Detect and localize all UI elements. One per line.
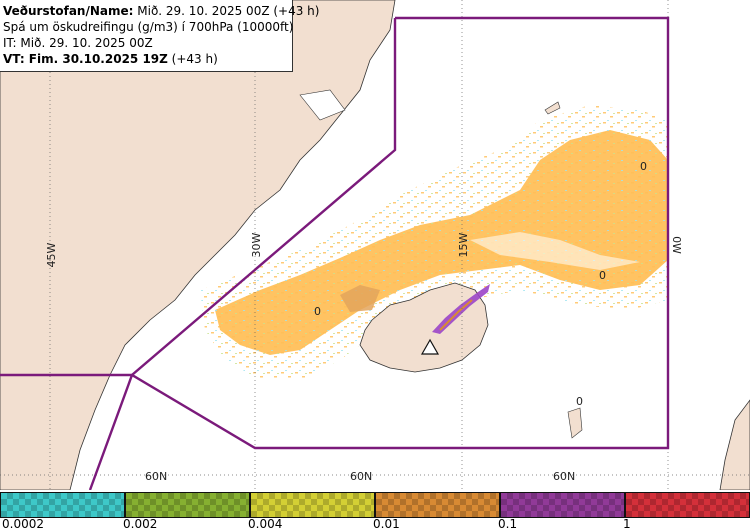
legend-swatch — [250, 492, 375, 518]
plume-gap — [470, 232, 640, 270]
meridian-label: 30W — [250, 232, 263, 257]
ash-plume-brown-core — [439, 299, 473, 331]
legend-tick-label: 1 — [623, 517, 631, 531]
greenland-landmass — [0, 0, 396, 490]
fir-boundary — [0, 16, 670, 490]
legend-swatch — [625, 492, 750, 518]
iceland-landmass — [359, 282, 489, 373]
meridian-label: 45W — [45, 242, 58, 267]
parallel-label: 60N — [145, 470, 167, 483]
contour-label: 0 — [576, 395, 583, 408]
info-line-initial-time: IT: Mið. 29. 10. 2025 00Z — [3, 36, 153, 50]
legend-tick-label: 0.1 — [498, 517, 518, 531]
info-line-valid-time: VT: Fim. 30.10.2025 19Z (+43 h) — [3, 52, 218, 66]
legend-bar — [0, 492, 750, 518]
contour-label: 0 — [314, 305, 321, 318]
contour-label: 0 — [599, 269, 606, 282]
greenland-fjord — [299, 89, 346, 121]
map-canvas: 45W 30W 15W 0W 60N 60N 60N 0 0 0 0 — [0, 0, 750, 490]
parallel-label: 60N — [350, 470, 372, 483]
volcano-icon — [420, 338, 440, 355]
legend-swatch — [125, 492, 250, 518]
jan-mayen-island — [544, 101, 561, 115]
norway-landmass — [719, 399, 750, 490]
faroe-islands — [567, 407, 583, 439]
westfjords-ash — [340, 285, 380, 312]
legend-swatch — [0, 492, 125, 518]
concentration-legend: 0.0002 0.002 0.004 0.01 0.1 1 — [0, 490, 750, 532]
meridian-label: 0W — [670, 236, 683, 254]
legend-tick-label: 0.002 — [123, 517, 158, 531]
contour-label: 0 — [640, 160, 647, 173]
legend-swatch — [500, 492, 625, 518]
info-line-office: Veðurstofan/Name: Mið. 29. 10. 2025 00Z … — [3, 4, 320, 18]
legend-tick-label: 0.01 — [373, 517, 400, 531]
forecast-info-box: Veðurstofan/Name: Mið. 29. 10. 2025 00Z … — [0, 0, 320, 72]
info-line-product: Spá um öskudreifingu (g/m3) í 700hPa (10… — [3, 20, 294, 34]
meridian-label: 15W — [457, 232, 470, 257]
parallel-label: 60N — [553, 470, 575, 483]
ash-plume-speckle — [200, 105, 668, 380]
legend-swatch — [375, 492, 500, 518]
legend-tick-label: 0.0002 — [2, 517, 44, 531]
legend-tick-label: 0.004 — [248, 517, 283, 531]
